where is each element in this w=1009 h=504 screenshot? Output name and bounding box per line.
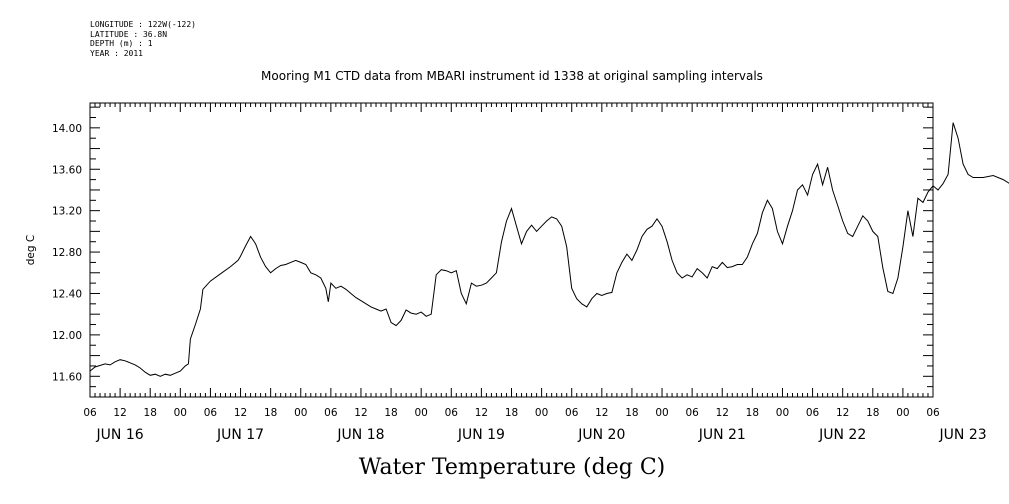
x-day-label: JUN 22 [818,427,866,443]
x-hour-label: 06 [565,407,579,419]
y-tick-label: 11.60 [52,371,82,383]
x-hour-label: 00 [776,407,789,419]
y-axis: 11.60 12.00 12.40 12.80 13.20 13.60 14.00 [52,106,933,398]
x-hour-label: 12 [113,407,126,419]
x-hour-label: 00 [535,407,548,419]
depth-text: DEPTH (m) : 1 [90,39,153,48]
y-tick-label: 13.60 [52,164,82,176]
x-hour-label: 06 [926,407,940,419]
latitude-text: LATITUDE : 36.8N [90,29,168,39]
x-day-label: JUN 16 [96,427,144,443]
x-hour-label: 18 [384,407,397,419]
x-hour-label: 06 [83,407,97,419]
x-hour-label: 12 [475,407,488,419]
x-hour-label: 00 [655,407,668,419]
x-day-label: JUN 20 [577,427,625,443]
y-tick-label: 12.40 [52,288,82,300]
x-hour-label: 06 [685,407,699,419]
x-hour-label: 12 [716,407,729,419]
x-day-label: JUN 23 [939,427,987,443]
x-hour-label: 06 [324,407,338,419]
x-axis-title: Water Temperature (deg C) [359,455,666,480]
longitude-text: LONGITUDE : 122W(-122) [90,20,196,29]
x-hour-label: 18 [746,407,759,419]
x-hour-label: 12 [595,407,608,419]
x-hour-label: 18 [866,407,879,419]
x-hour-label: 18 [625,407,638,419]
y-tick-label: 14.00 [52,123,82,135]
x-hour-label: 18 [505,407,518,419]
x-hour-label: 06 [204,407,218,419]
plot-frame [89,102,934,398]
x-day-label: JUN 18 [336,427,384,443]
chart-title: Mooring M1 CTD data from MBARI instrumen… [261,69,763,83]
x-hour-label: 18 [144,407,157,419]
x-hour-label: 00 [896,407,909,419]
x-day-label: JUN 19 [457,427,505,443]
x-hour-label: 18 [264,407,277,419]
y-tick-label: 12.80 [52,247,82,259]
x-axis: 06 12 18 00 06 12 18 00 06 12 18 00 06 12 18 00 06 12 18 00… [83,103,987,443]
water-temperature-line [89,122,1009,377]
x-hour-label: 06 [806,407,820,419]
x-hour-label: 12 [354,407,367,419]
metadata-block: LONGITUDE : 122W(-122) LATITUDE : 36.8N … [90,20,196,58]
y-axis-label: deg C [25,235,37,265]
x-day-label: JUN 17 [216,427,264,443]
x-hour-label: 12 [234,407,247,419]
x-hour-label: 00 [294,407,307,419]
x-hour-label: 06 [445,407,459,419]
year-text: YEAR : 2011 [90,48,143,58]
x-hour-label: 00 [174,407,187,419]
y-tick-label: 13.20 [52,206,82,218]
x-day-label: JUN 21 [698,427,746,443]
x-hour-label: 12 [836,407,849,419]
y-tick-label: 12.00 [52,330,82,342]
x-hour-label: 00 [414,407,427,419]
